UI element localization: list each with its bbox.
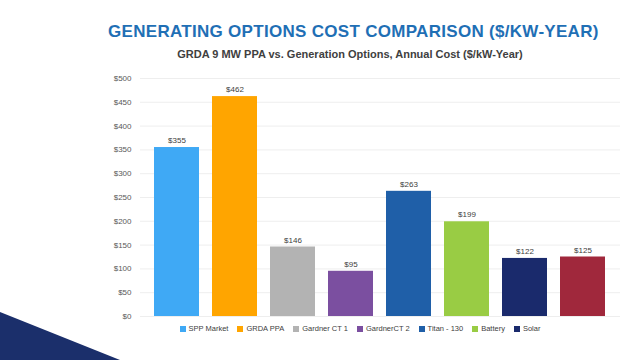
html-text:GardnerCT 2: GardnerCT 2 bbox=[366, 324, 410, 333]
svg-text:$0: $0 bbox=[123, 312, 132, 321]
svg-text:$146: $146 bbox=[284, 236, 302, 245]
svg-text:$200: $200 bbox=[114, 217, 132, 226]
svg-text:$450: $450 bbox=[114, 98, 132, 107]
html-text:Titan - 130: Titan - 130 bbox=[427, 324, 464, 333]
svg-text:$199: $199 bbox=[458, 210, 476, 219]
svg-text:$263: $263 bbox=[400, 180, 418, 189]
svg-text:$355: $355 bbox=[168, 136, 186, 145]
html-text:GRDA 9 MW PPA vs. Generation O: GRDA 9 MW PPA vs. Generation Options, An… bbox=[177, 48, 523, 60]
html-text:Gardner CT 1: Gardner CT 1 bbox=[302, 324, 348, 333]
svg-text:$250: $250 bbox=[114, 193, 132, 202]
svg-text:$150: $150 bbox=[114, 241, 132, 250]
html-text:Battery: Battery bbox=[481, 324, 505, 333]
svg-text:$350: $350 bbox=[114, 145, 132, 154]
svg-text:$122: $122 bbox=[516, 247, 534, 256]
svg-text:$95: $95 bbox=[344, 260, 358, 269]
svg-text:$300: $300 bbox=[114, 169, 132, 178]
html-text:SPP Market: SPP Market bbox=[188, 324, 229, 333]
svg-text:$100: $100 bbox=[114, 264, 132, 273]
svg-text:$400: $400 bbox=[114, 122, 132, 131]
html-text:GENERATING OPTIONS COST COMPAR: GENERATING OPTIONS COST COMPARISON ($/KW… bbox=[108, 22, 599, 41]
svg-text:$462: $462 bbox=[226, 85, 244, 94]
html-text:Solar: Solar bbox=[522, 324, 541, 333]
svg-text:$50: $50 bbox=[118, 288, 132, 297]
svg-text:$125: $125 bbox=[574, 246, 592, 255]
html-text:GRDA PPA: GRDA PPA bbox=[246, 324, 285, 333]
svg-text:$500: $500 bbox=[114, 74, 132, 83]
